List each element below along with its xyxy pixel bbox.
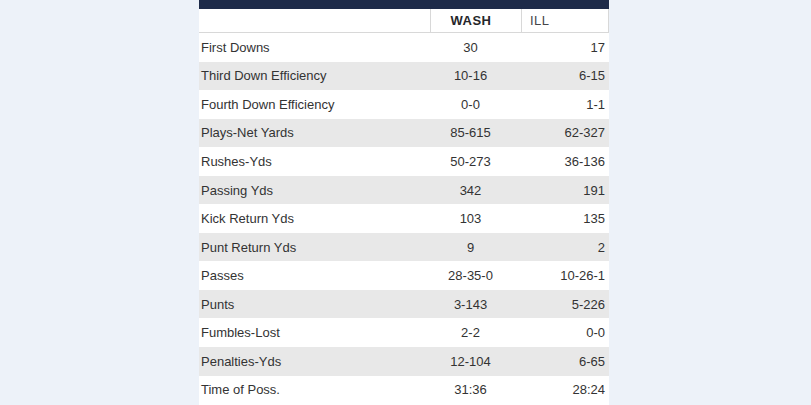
- team-header-ill: ILL: [521, 9, 609, 32]
- stat-value-wash: 50-273: [430, 154, 521, 169]
- stat-name: Punts: [199, 297, 430, 312]
- stat-value-ill: 62-327: [521, 125, 609, 140]
- stat-value-ill: 5-226: [521, 297, 609, 312]
- table-row: Punts 3-143 5-226: [199, 290, 609, 319]
- stats-rows: First Downs 30 17 Third Down Efficiency …: [199, 33, 609, 404]
- stat-name: Passing Yds: [199, 183, 430, 198]
- stat-name: Plays-Net Yards: [199, 125, 430, 140]
- stat-value-wash: 31:36: [430, 382, 521, 397]
- stat-name: Penalties-Yds: [199, 354, 430, 369]
- table-row: Fumbles-Lost 2-2 0-0: [199, 318, 609, 347]
- stat-value-ill: 1-1: [521, 97, 609, 112]
- stat-name: Passes: [199, 268, 430, 283]
- stat-value-ill: 0-0: [521, 325, 609, 340]
- table-top-accent-bar: [199, 0, 609, 9]
- stat-value-wash: 28-35-0: [430, 268, 521, 283]
- stat-value-ill: 191: [521, 183, 609, 198]
- stat-name: Time of Poss.: [199, 382, 430, 397]
- stat-name: Punt Return Yds: [199, 240, 430, 255]
- table-row: Time of Poss. 31:36 28:24: [199, 376, 609, 405]
- stat-value-wash: 103: [430, 211, 521, 226]
- stat-value-wash: 30: [430, 40, 521, 55]
- team-header-wash: WASH: [430, 9, 521, 32]
- stat-value-ill: 6-15: [521, 68, 609, 83]
- stat-value-wash: 2-2: [430, 325, 521, 340]
- stat-value-ill: 10-26-1: [521, 268, 609, 283]
- stat-value-wash: 12-104: [430, 354, 521, 369]
- table-header-row: WASH ILL: [199, 9, 609, 33]
- stat-value-ill: 2: [521, 240, 609, 255]
- stat-value-wash: 342: [430, 183, 521, 198]
- stat-name: Rushes-Yds: [199, 154, 430, 169]
- table-row: Passing Yds 342 191: [199, 176, 609, 205]
- stat-value-wash: 0-0: [430, 97, 521, 112]
- table-row: Penalties-Yds 12-104 6-65: [199, 347, 609, 376]
- stat-name: Fumbles-Lost: [199, 325, 430, 340]
- stat-value-ill: 36-136: [521, 154, 609, 169]
- table-row: Rushes-Yds 50-273 36-136: [199, 147, 609, 176]
- page-background: { "page": { "background_color": "#edf2f9…: [0, 0, 811, 405]
- table-row: Punt Return Yds 9 2: [199, 233, 609, 262]
- table-row: First Downs 30 17: [199, 33, 609, 62]
- stat-name: Third Down Efficiency: [199, 68, 430, 83]
- stat-value-wash: 9: [430, 240, 521, 255]
- stat-value-ill: 28:24: [521, 382, 609, 397]
- table-row: Passes 28-35-0 10-26-1: [199, 261, 609, 290]
- stat-value-wash: 85-615: [430, 125, 521, 140]
- stat-value-wash: 3-143: [430, 297, 521, 312]
- table-row: Third Down Efficiency 10-16 6-15: [199, 62, 609, 91]
- stat-value-ill: 6-65: [521, 354, 609, 369]
- stat-value-ill: 17: [521, 40, 609, 55]
- table-row: Kick Return Yds 103 135: [199, 204, 609, 233]
- stat-value-wash: 10-16: [430, 68, 521, 83]
- team-stats-table: WASH ILL First Downs 30 17 Third Down Ef…: [199, 0, 609, 405]
- table-row: Plays-Net Yards 85-615 62-327: [199, 119, 609, 148]
- stat-name-header-cell: [199, 9, 430, 32]
- table-row: Fourth Down Efficiency 0-0 1-1: [199, 90, 609, 119]
- stat-value-ill: 135: [521, 211, 609, 226]
- stat-name: First Downs: [199, 40, 430, 55]
- stat-name: Kick Return Yds: [199, 211, 430, 226]
- stat-name: Fourth Down Efficiency: [199, 97, 430, 112]
